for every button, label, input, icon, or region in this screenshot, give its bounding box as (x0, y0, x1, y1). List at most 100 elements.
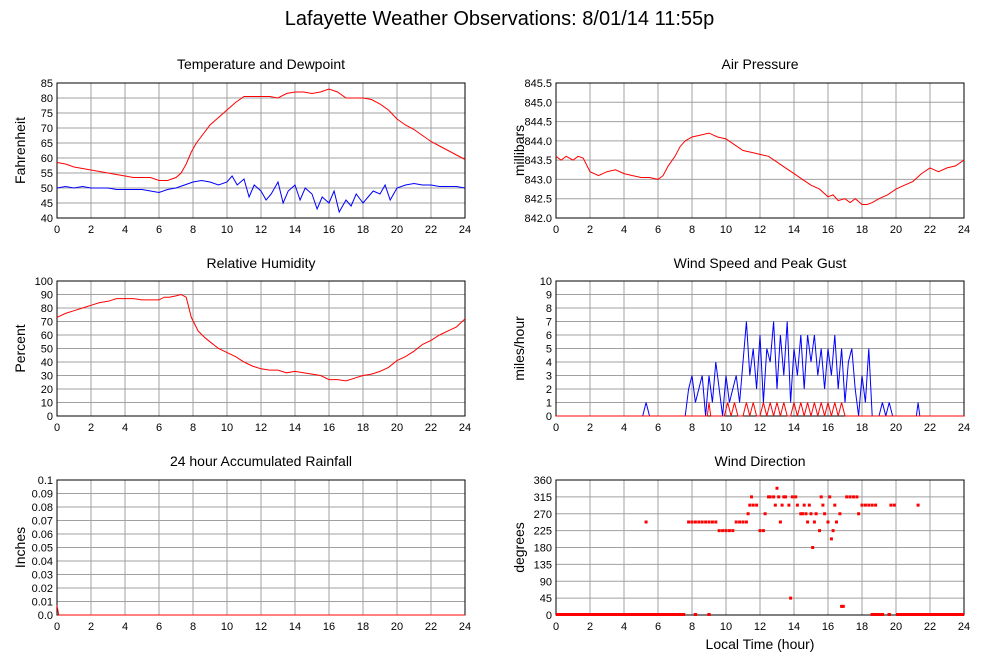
direction-point (697, 520, 701, 524)
direction-point (799, 512, 803, 516)
direction-point (789, 596, 793, 600)
direction-point (777, 495, 781, 499)
rainfall-ytick-label: 0.02 (32, 583, 53, 595)
humidity-ytick-label: 60 (41, 330, 53, 342)
direction-point (857, 512, 861, 516)
direction-point (707, 520, 711, 524)
direction-point (795, 503, 799, 507)
direction-xtick-label: 6 (655, 621, 661, 633)
wind-ytick-label: 6 (546, 330, 552, 342)
direction-point (804, 512, 808, 516)
temperature-ytick-label: 50 (41, 183, 53, 195)
direction-point (758, 529, 762, 533)
direction-point (710, 520, 714, 524)
temperature-ytick-label: 40 (41, 213, 53, 225)
direction-xtick-label: 10 (720, 621, 732, 633)
direction-point (819, 495, 823, 499)
direction-point (787, 503, 791, 507)
direction-ytick-label: 0 (546, 610, 552, 622)
temperature-xtick-label: 0 (54, 224, 60, 236)
direction-point (724, 529, 728, 533)
direction-point (755, 503, 759, 507)
temperature-xtick-label: 10 (221, 224, 233, 236)
direction-point (821, 503, 825, 507)
humidity-xtick-label: 20 (391, 422, 403, 434)
temperature-xtick-label: 12 (255, 224, 267, 236)
humidity-chart-title: Relative Humidity (206, 255, 316, 271)
pressure-xtick-label: 6 (655, 224, 661, 236)
direction-ylabel: degrees (511, 522, 527, 573)
direction-point (731, 529, 735, 533)
direction-point (852, 495, 855, 499)
wind-xtick-label: 2 (587, 422, 593, 434)
direction-chart: 0 2 4 6 8 10 12 14 16 18 20 22 240459013518022527031… (511, 475, 970, 633)
direction-ytick-label: 315 (534, 492, 552, 504)
pressure-xtick-label: 20 (890, 224, 902, 236)
wind-xtick-label: 22 (924, 422, 936, 434)
direction-point (831, 529, 835, 533)
humidity-ytick-label: 90 (41, 290, 53, 302)
pressure-ytick-label: 845.0 (524, 97, 552, 109)
humidity-ytick-label: 100 (35, 276, 53, 288)
wind-xtick-label: 16 (822, 422, 834, 434)
rainfall-ytick-label: 0.1 (38, 475, 53, 487)
humidity-xtick-label: 18 (357, 422, 369, 434)
humidity-ytick-label: 50 (41, 344, 53, 356)
temperature-chart: 0 2 4 6 8 10 12 14 16 18 20 22 244045505560657075808… (12, 78, 471, 236)
rainfall-ytick-label: 0.01 (32, 597, 53, 609)
direction-point (746, 512, 750, 516)
humidity-ytick-label: 40 (41, 357, 53, 369)
wind-xtick-label: 10 (720, 422, 732, 434)
temperature-ytick-label: 65 (41, 138, 53, 150)
direction-point (767, 495, 770, 499)
direction-xtick-label: 16 (822, 621, 834, 633)
temperature-xtick-label: 8 (190, 224, 196, 236)
humidity-xtick-label: 10 (221, 422, 233, 434)
rainfall-xtick-label: 4 (122, 621, 128, 633)
temperature-xtick-label: 20 (391, 224, 403, 236)
direction-point (778, 520, 782, 524)
direction-point (763, 512, 767, 516)
temperature-ylabel: Fahrenheit (12, 117, 28, 184)
pressure-ytick-label: 845.5 (524, 78, 552, 90)
humidity-ylabel: Percent (12, 324, 28, 372)
wind-xtick-label: 4 (621, 422, 627, 434)
wind-ytick-label: 7 (546, 317, 552, 329)
rainfall-ytick-label: 0.09 (32, 489, 53, 501)
temperature-ytick-label: 75 (41, 108, 53, 120)
direction-point (744, 520, 748, 524)
rainfall-ytick-label: 0.04 (32, 556, 53, 568)
wind-ytick-label: 3 (546, 371, 552, 383)
direction-point (828, 495, 832, 499)
direction-point (860, 503, 864, 507)
pressure-ytick-label: 843.5 (524, 155, 552, 167)
direction-point (848, 495, 852, 499)
pressure-ytick-label: 842.5 (524, 194, 552, 206)
humidity-xtick-label: 2 (88, 422, 94, 434)
wind-xtick-label: 0 (553, 422, 559, 434)
humidity-xtick-label: 8 (190, 422, 196, 434)
rainfall-xtick-label: 10 (221, 621, 233, 633)
pressure-ytick-label: 844.0 (524, 136, 552, 148)
humidity-chart: 0 2 4 6 8 10 12 14 16 18 20 22 240102030405060708090… (12, 276, 471, 434)
humidity-xtick-label: 24 (459, 422, 471, 434)
direction-point (761, 529, 765, 533)
direction-point (717, 529, 721, 533)
direction-point (812, 520, 816, 524)
rainfall-ytick-label: 0.03 (32, 570, 53, 582)
direction-xtick-label: 8 (689, 621, 695, 633)
humidity-ytick-label: 0 (47, 411, 53, 423)
direction-point (811, 546, 815, 549)
pressure-xtick-label: 18 (856, 224, 868, 236)
pressure-frame (555, 82, 965, 219)
direction-point (780, 503, 784, 507)
temperature-xtick-label: 22 (425, 224, 437, 236)
direction-point (721, 529, 725, 533)
humidity-ytick-label: 10 (41, 398, 53, 410)
direction-point (892, 503, 896, 507)
temperature-frame (56, 82, 466, 219)
wind-xtick-label: 18 (856, 422, 868, 434)
direction-ytick-label: 180 (534, 543, 552, 555)
wind-ytick-label: 4 (546, 357, 552, 369)
